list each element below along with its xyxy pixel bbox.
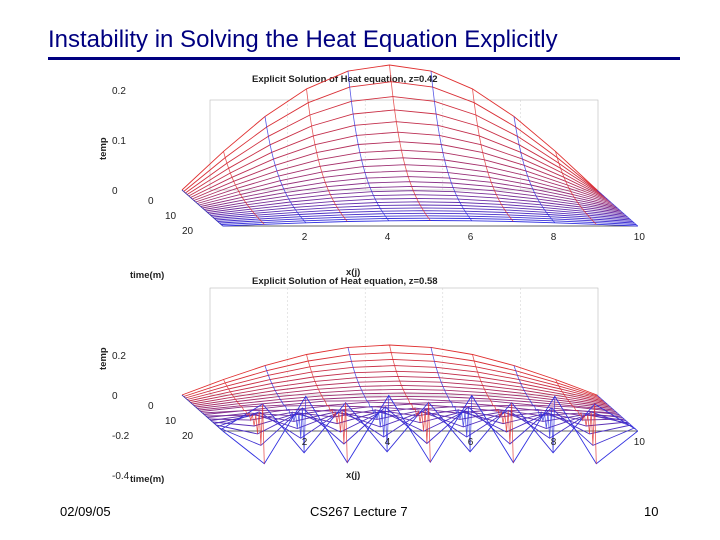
temp-tick-label: 0.2 (112, 86, 126, 97)
temp-tick-label: 0 (112, 391, 118, 402)
x-tick-label: 8 (551, 437, 557, 448)
mesh-x-line (264, 116, 307, 224)
x-axis-label: x(j) (346, 267, 360, 278)
x-tick-label: 8 (551, 232, 557, 243)
time-tick-label: 20 (182, 431, 194, 442)
x-tick-label: 6 (468, 232, 474, 243)
temp-tick-label: 0.2 (112, 351, 126, 362)
mesh-x-line (347, 347, 390, 452)
figure: Explicit Solution of Heat equation, z=0.… (0, 60, 720, 500)
mesh-x-line (389, 64, 431, 221)
mesh-x-line (181, 394, 224, 432)
mesh-x-line (264, 365, 307, 453)
footer-lecture: CS267 Lecture 7 (310, 504, 408, 519)
mesh-x-line (430, 71, 473, 222)
mesh-x-line (181, 189, 224, 227)
mesh-x-line (306, 354, 348, 463)
mesh-x-line (555, 151, 597, 225)
mesh-x-line (472, 88, 514, 222)
temp-tick-label: -0.4 (112, 471, 130, 482)
x-tick-label: 10 (634, 437, 646, 448)
mesh-x-line (513, 365, 556, 453)
surface-plot-unstable: Explicit Solution of Heat equation, z=0.… (98, 276, 645, 485)
mesh-x-line (389, 344, 431, 463)
plot-title: Explicit Solution of Heat equation, z=0.… (252, 276, 438, 287)
temp-tick-label: 0.1 (112, 136, 126, 147)
time-tick-label: 20 (182, 226, 194, 237)
title-underline (48, 57, 680, 60)
time-axis-label: time(m) (130, 474, 164, 485)
mesh-x-line (306, 88, 348, 222)
temp-axis-label: temp (98, 137, 109, 160)
page-number: 10 (644, 504, 659, 519)
time-tick-label: 10 (165, 416, 177, 427)
plot-title: Explicit Solution of Heat equation, z=0.… (252, 74, 438, 85)
mesh-x-line (596, 394, 639, 432)
mesh-time-line (183, 81, 599, 192)
x-tick-label: 2 (302, 232, 308, 243)
temp-tick-label: 0 (112, 186, 118, 197)
slide-title: Instability in Solving the Heat Equation… (48, 26, 558, 53)
temp-axis-label: temp (98, 347, 109, 370)
mesh-time-line (185, 96, 601, 194)
x-tick-label: 2 (302, 437, 308, 448)
temp-tick-label: -0.2 (112, 431, 130, 442)
mesh-time-line (188, 121, 605, 197)
mesh-x-line (596, 189, 639, 227)
x-tick-label: 4 (385, 232, 391, 243)
footer-date: 02/09/05 (60, 504, 111, 519)
time-tick-label: 0 (148, 196, 154, 207)
mesh-x-line (430, 347, 473, 452)
plot-frame (209, 287, 599, 396)
x-tick-label: 4 (385, 437, 391, 448)
mesh-x-line (472, 354, 514, 463)
mesh-time-line (192, 380, 608, 405)
mesh-x-line (347, 71, 390, 222)
x-axis-label: x(j) (346, 470, 360, 481)
time-axis-label: time(m) (130, 270, 164, 281)
x-tick-label: 6 (468, 437, 474, 448)
surface-plot-stable: Explicit Solution of Heat equation, z=0.… (98, 64, 646, 281)
time-tick-label: 0 (148, 401, 154, 412)
mesh-x-line (223, 151, 265, 225)
mesh-x-line (223, 379, 265, 464)
x-tick-label: 10 (634, 232, 646, 243)
mesh-x-line (555, 379, 597, 464)
mesh-x-line (513, 116, 556, 224)
time-tick-label: 10 (165, 211, 177, 222)
surface-plots: Explicit Solution of Heat equation, z=0.… (98, 64, 646, 485)
plot-frame (209, 99, 599, 191)
